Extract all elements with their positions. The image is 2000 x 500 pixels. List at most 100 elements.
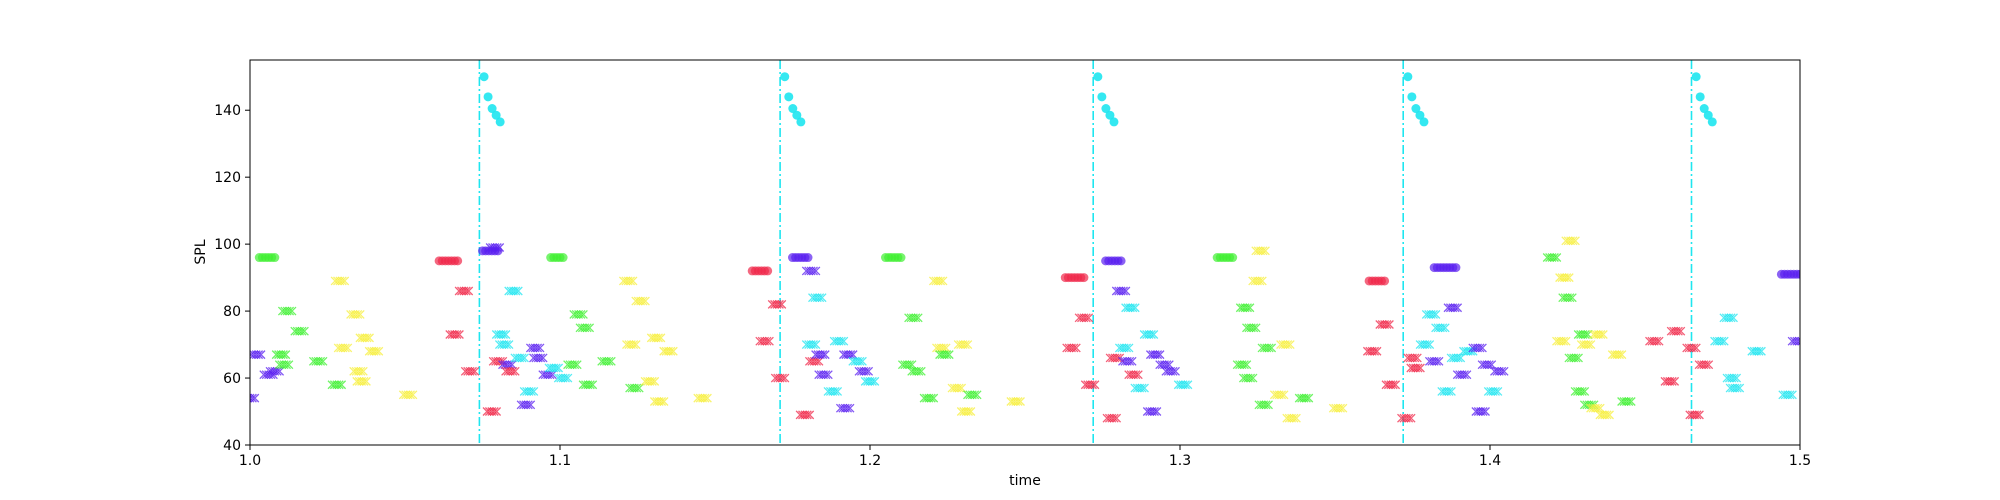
segment-point [1451, 263, 1461, 273]
x-marker [274, 360, 294, 370]
x-marker [1257, 343, 1277, 353]
x-marker-cross [1754, 346, 1764, 356]
x-marker-cross [1694, 410, 1704, 420]
x-marker-cross [830, 386, 840, 396]
x-marker-cross [1434, 356, 1444, 366]
x-marker-cross [839, 336, 849, 346]
onset-point [780, 72, 790, 82]
x-marker-cross [551, 363, 561, 373]
x-marker [1294, 393, 1314, 403]
x-marker-cross [1410, 353, 1420, 363]
x-marker [1242, 323, 1261, 333]
x-marker [839, 350, 858, 360]
segment-point [763, 266, 773, 276]
x-marker-cross [489, 407, 499, 416]
x-marker-cross [536, 353, 546, 363]
segment-point [1795, 269, 1800, 279]
x-marker-cross [1071, 343, 1081, 353]
x-marker [646, 333, 666, 343]
x-marker-cross [1481, 407, 1490, 416]
x-marker-cross [1249, 323, 1259, 333]
x-marker [801, 266, 821, 276]
x-marker-cross [1456, 353, 1466, 363]
onset-point [796, 117, 806, 127]
x-marker-cross [1279, 390, 1289, 400]
x-marker [445, 330, 464, 339]
x-marker-cross [942, 350, 952, 360]
x-marker-cross [282, 360, 291, 370]
x-marker-cross [1155, 350, 1165, 360]
x-marker [494, 340, 514, 350]
x-marker [1362, 346, 1382, 356]
y-tick-label: 60 [223, 371, 241, 387]
x-marker-cross [1574, 353, 1583, 363]
x-marker-cross [1370, 346, 1380, 356]
x-marker-cross [1595, 403, 1605, 413]
x-axis: 1.0 1.1 1.2 1.3 1.4 1.5 [239, 445, 1811, 469]
x-marker-cross [1440, 323, 1450, 333]
x-marker [801, 340, 821, 350]
x-marker-cross [1404, 413, 1414, 423]
x-marker-cross [563, 373, 573, 383]
x-marker-cross [628, 276, 638, 286]
circle-segment [1101, 256, 1126, 266]
x-marker-cross [1568, 236, 1578, 246]
x-marker [364, 346, 384, 356]
x-marker-cross [337, 380, 347, 390]
x-marker-cross [1422, 340, 1432, 350]
x-marker-cross [1124, 343, 1134, 353]
x-marker-cross [1088, 380, 1097, 390]
x-marker-cross [843, 403, 853, 413]
x-marker-cross [1372, 346, 1382, 356]
x-marker [631, 296, 650, 306]
x-marker-cross [811, 340, 821, 350]
x-marker [1682, 343, 1701, 353]
x-marker-cross [337, 276, 347, 286]
x-marker-cross [632, 383, 642, 393]
x-marker-cross [492, 407, 502, 416]
x-marker-cross [774, 299, 784, 309]
x-marker-cross [284, 360, 294, 370]
x-marker-cross [1183, 380, 1193, 390]
x-marker-cross [650, 376, 660, 386]
x-marker [1269, 390, 1289, 400]
x-marker [1490, 366, 1509, 376]
x-marker-cross [762, 336, 772, 346]
x-marker-cross [1121, 286, 1131, 296]
x-tick-label: 1.3 [1169, 453, 1191, 469]
x-marker-cross [1586, 340, 1596, 350]
x-marker [640, 376, 660, 386]
x-marker-cross [848, 350, 858, 360]
x-marker-cross [510, 366, 520, 376]
x-marker [1130, 383, 1149, 393]
x-marker-cross [1109, 413, 1119, 423]
x-marker-cross [299, 326, 309, 336]
x-marker [956, 407, 976, 416]
x-marker [597, 356, 616, 366]
x-marker-cross [356, 366, 366, 376]
x-marker [454, 286, 474, 296]
x-marker [1074, 313, 1094, 323]
x-marker-cross [461, 286, 471, 296]
x-marker-cross [668, 346, 678, 356]
x-marker-cross [585, 323, 595, 333]
x-marker [1660, 376, 1680, 386]
onset-point [1097, 92, 1107, 102]
x-marker-cross [316, 356, 326, 366]
x-marker [1443, 303, 1463, 313]
onset-point [792, 110, 802, 120]
x-marker [848, 356, 867, 366]
x-marker [1558, 293, 1577, 303]
x-marker [770, 373, 790, 383]
x-marker [1589, 330, 1608, 339]
x-marker-cross [1652, 336, 1662, 346]
x-marker-cross [1689, 343, 1699, 353]
x-marker-cross [960, 340, 970, 350]
x-marker-cross [1069, 343, 1079, 353]
x-marker-cross [811, 266, 821, 276]
x-marker [330, 276, 350, 286]
x-marker-cross [870, 376, 880, 386]
x-marker-cross [1338, 403, 1348, 413]
x-tick-label: 1.2 [859, 453, 881, 469]
x-marker [823, 386, 843, 396]
